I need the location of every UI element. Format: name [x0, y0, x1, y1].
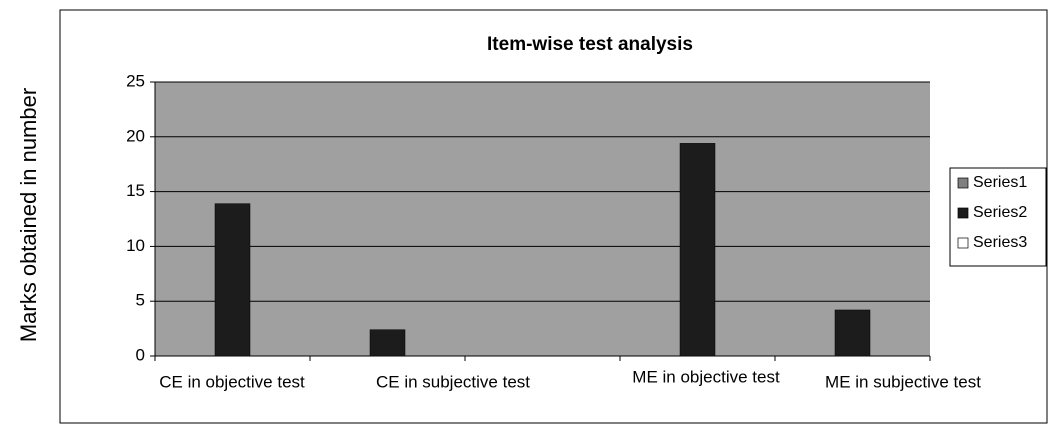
x-tick-label: ME in subjective test	[825, 372, 981, 391]
x-tick-label: ME in objective test	[632, 367, 780, 386]
legend-label: Series1	[973, 174, 1027, 191]
x-tick-label: CE in subjective test	[376, 372, 530, 391]
bar	[214, 203, 251, 357]
chart-title: Item-wise test analysis	[487, 34, 693, 55]
legend-swatch	[957, 237, 969, 249]
bar	[679, 143, 716, 357]
y-tick-label: 5	[136, 291, 145, 310]
y-tick-label: 0	[136, 345, 145, 364]
bar	[834, 309, 871, 357]
y-tick-label: 15	[126, 181, 145, 200]
legend-swatch	[957, 177, 969, 189]
plot-area	[155, 82, 930, 356]
legend-label: Series2	[973, 204, 1027, 221]
y-tick-label: 10	[126, 236, 145, 255]
x-tick-label: CE in objective test	[159, 372, 305, 391]
y-tick-label: 25	[126, 71, 145, 90]
legend-swatch	[957, 207, 969, 219]
bar	[369, 329, 406, 357]
legend-label: Series3	[973, 234, 1027, 251]
y-axis-label: Marks obtained in number	[16, 88, 41, 342]
y-tick-label: 20	[126, 126, 145, 145]
